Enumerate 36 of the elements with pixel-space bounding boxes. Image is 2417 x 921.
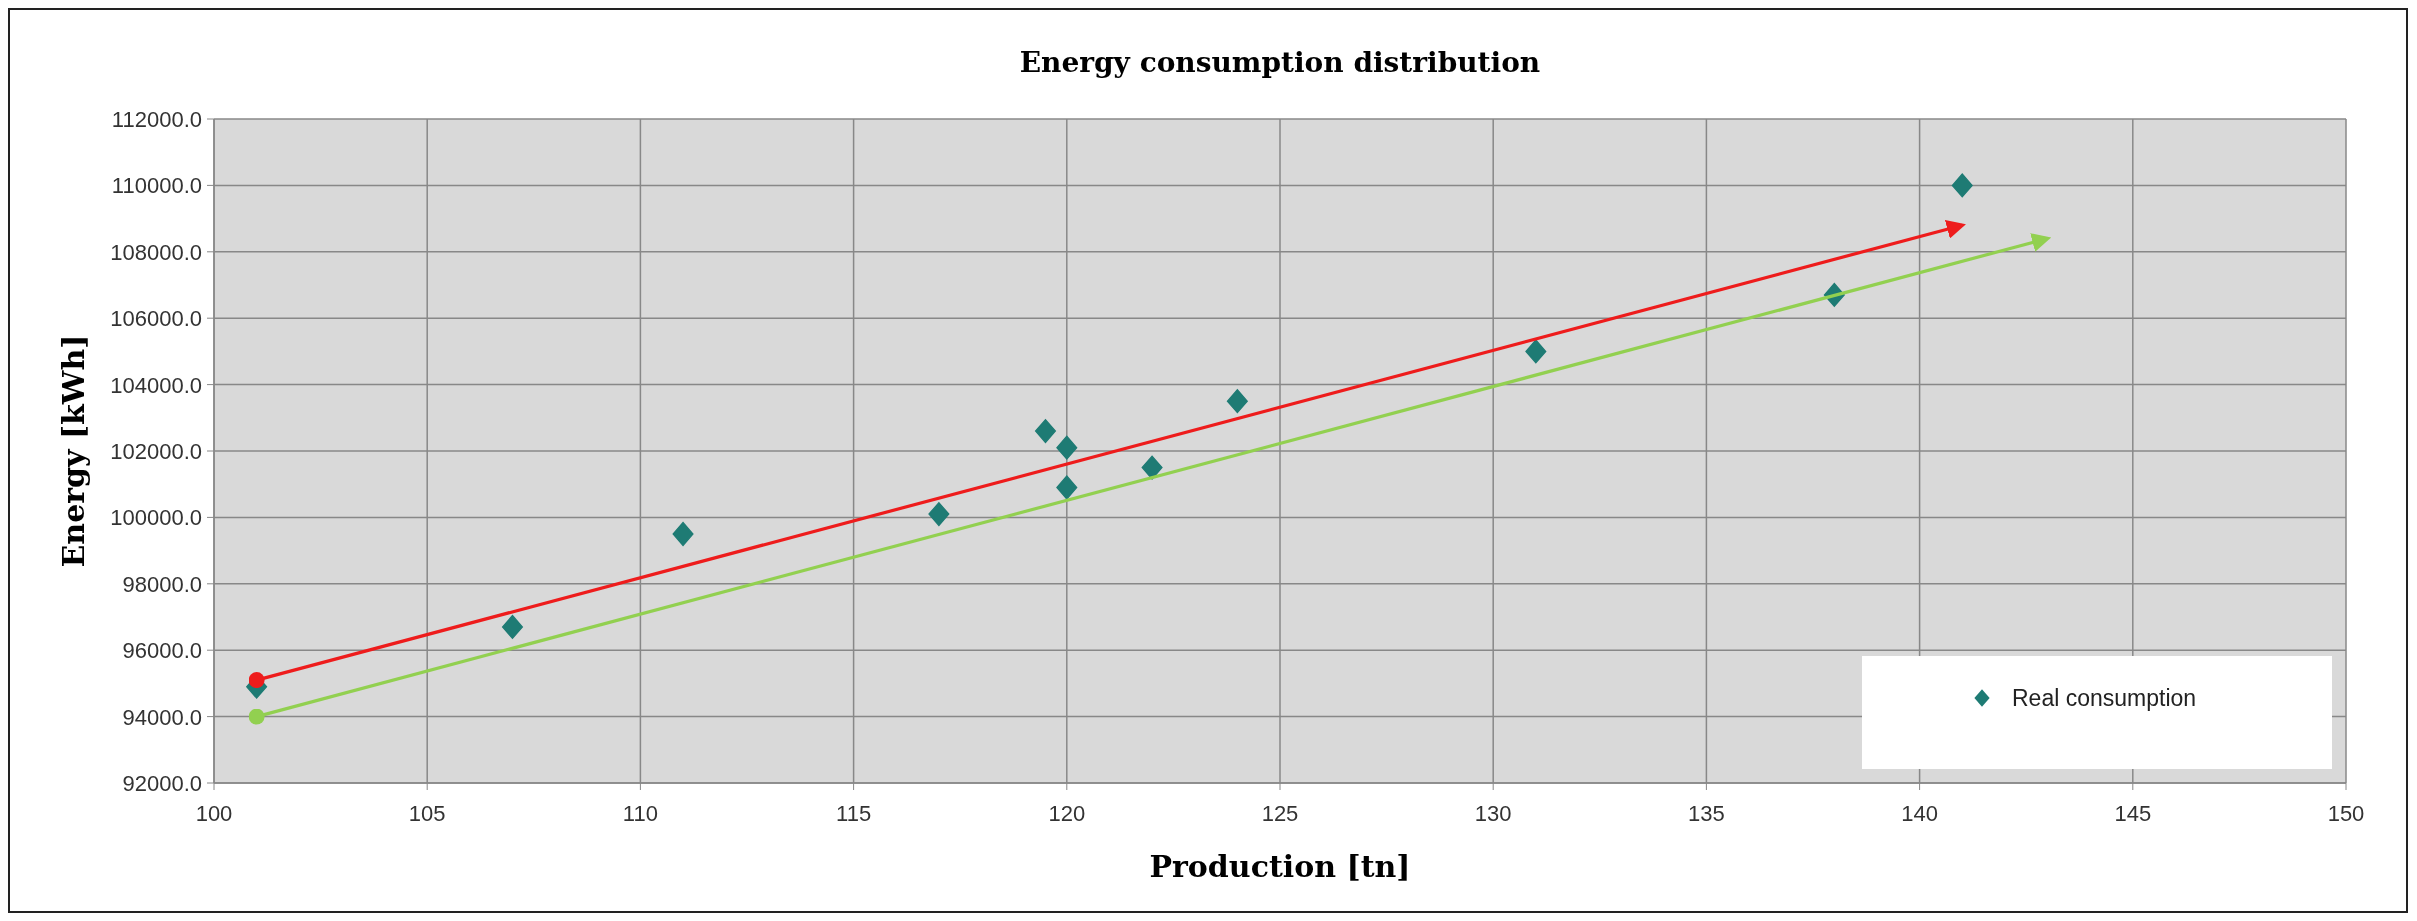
point (672, 521, 694, 547)
y-tick-label: 106000.0 (110, 306, 202, 332)
y-tick-label: 102000.0 (110, 439, 202, 464)
x-tick-label: 125 (1261, 801, 1299, 826)
legend-label: Real consumption (2012, 685, 2197, 711)
x-tick-label: 145 (2114, 801, 2152, 826)
point (1141, 455, 1163, 480)
point (1525, 339, 1547, 364)
x-axis-title: Production [tn] (1149, 849, 1411, 884)
x-tick-label: 140 (1901, 801, 1938, 826)
y-tick-label: 112000.0 (111, 107, 202, 132)
y-tick-label: 100000.0 (110, 505, 202, 531)
point (1035, 419, 1056, 444)
y-tick-label: 94000.0 (122, 704, 202, 730)
x-tick-label: 100 (195, 801, 233, 826)
x-tick-label: 130 (1474, 801, 1512, 826)
y-axis-title: Energy [kWh] (56, 334, 91, 568)
x-tick-label: 150 (2327, 801, 2365, 826)
x-tick-label: 110 (622, 801, 658, 826)
point (502, 614, 523, 639)
y-tick-label: 92000.0 (122, 771, 202, 796)
x-tick-label: 135 (1688, 801, 1725, 826)
point (928, 502, 950, 527)
y-tick-label: 98000.0 (122, 571, 202, 597)
point (1226, 389, 1248, 414)
point (1056, 435, 1078, 460)
y-tick-label: 110000.0 (111, 173, 202, 199)
point (1056, 475, 1078, 500)
y-tick-label: 96000.0 (122, 638, 202, 664)
y-tick-label: 108000.0 (110, 239, 202, 265)
x-tick-label: 120 (1048, 801, 1086, 826)
point (1951, 173, 1973, 198)
x-tick-label: 105 (408, 801, 446, 826)
x-tick-label: 115 (836, 801, 872, 826)
y-tick-label: 104000.0 (110, 372, 202, 398)
chart-title: Energy consumption distribution (1019, 46, 1541, 79)
